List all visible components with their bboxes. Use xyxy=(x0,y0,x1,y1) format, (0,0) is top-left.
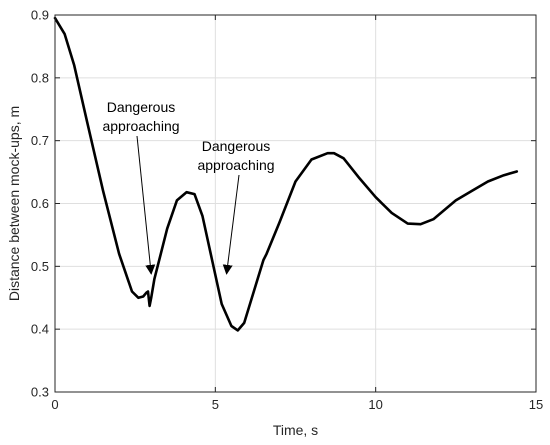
grid-lines xyxy=(55,15,536,392)
y-tick-label: 0.6 xyxy=(31,196,49,211)
x-tick-label: 15 xyxy=(529,397,543,412)
y-tick-label: 0.3 xyxy=(31,385,49,400)
y-tick-label: 0.4 xyxy=(31,322,49,337)
axis-ticks: 0 5 10 15 0.3 0.4 0.5 0.6 0.7 0.8 0.9 xyxy=(31,8,543,413)
series-layer xyxy=(53,16,519,332)
annotations-layer: Dangerous approaching Dangerous approaching xyxy=(102,99,275,275)
y-tick-label: 0.8 xyxy=(31,70,49,85)
annotation-text-line: approaching xyxy=(102,118,179,134)
distance-series-line xyxy=(53,16,519,332)
annotation-text-line: Dangerous xyxy=(202,138,271,154)
x-tick-label: 5 xyxy=(212,397,219,412)
x-tick-label: 10 xyxy=(368,397,382,412)
annotation-text-line: approaching xyxy=(197,157,274,173)
y-tick-label: 0.9 xyxy=(31,8,49,23)
annotation-text-line: Dangerous xyxy=(107,99,176,115)
x-axis-label: Time, s xyxy=(273,422,318,438)
annotation-arrow xyxy=(136,135,156,275)
y-tick-label: 0.7 xyxy=(31,133,49,148)
y-tick-label: 0.5 xyxy=(31,259,49,274)
y-axis-label: Distance between mock-ups, m xyxy=(6,106,22,301)
annotation-arrow xyxy=(222,174,240,275)
x-tick-label: 0 xyxy=(51,397,58,412)
